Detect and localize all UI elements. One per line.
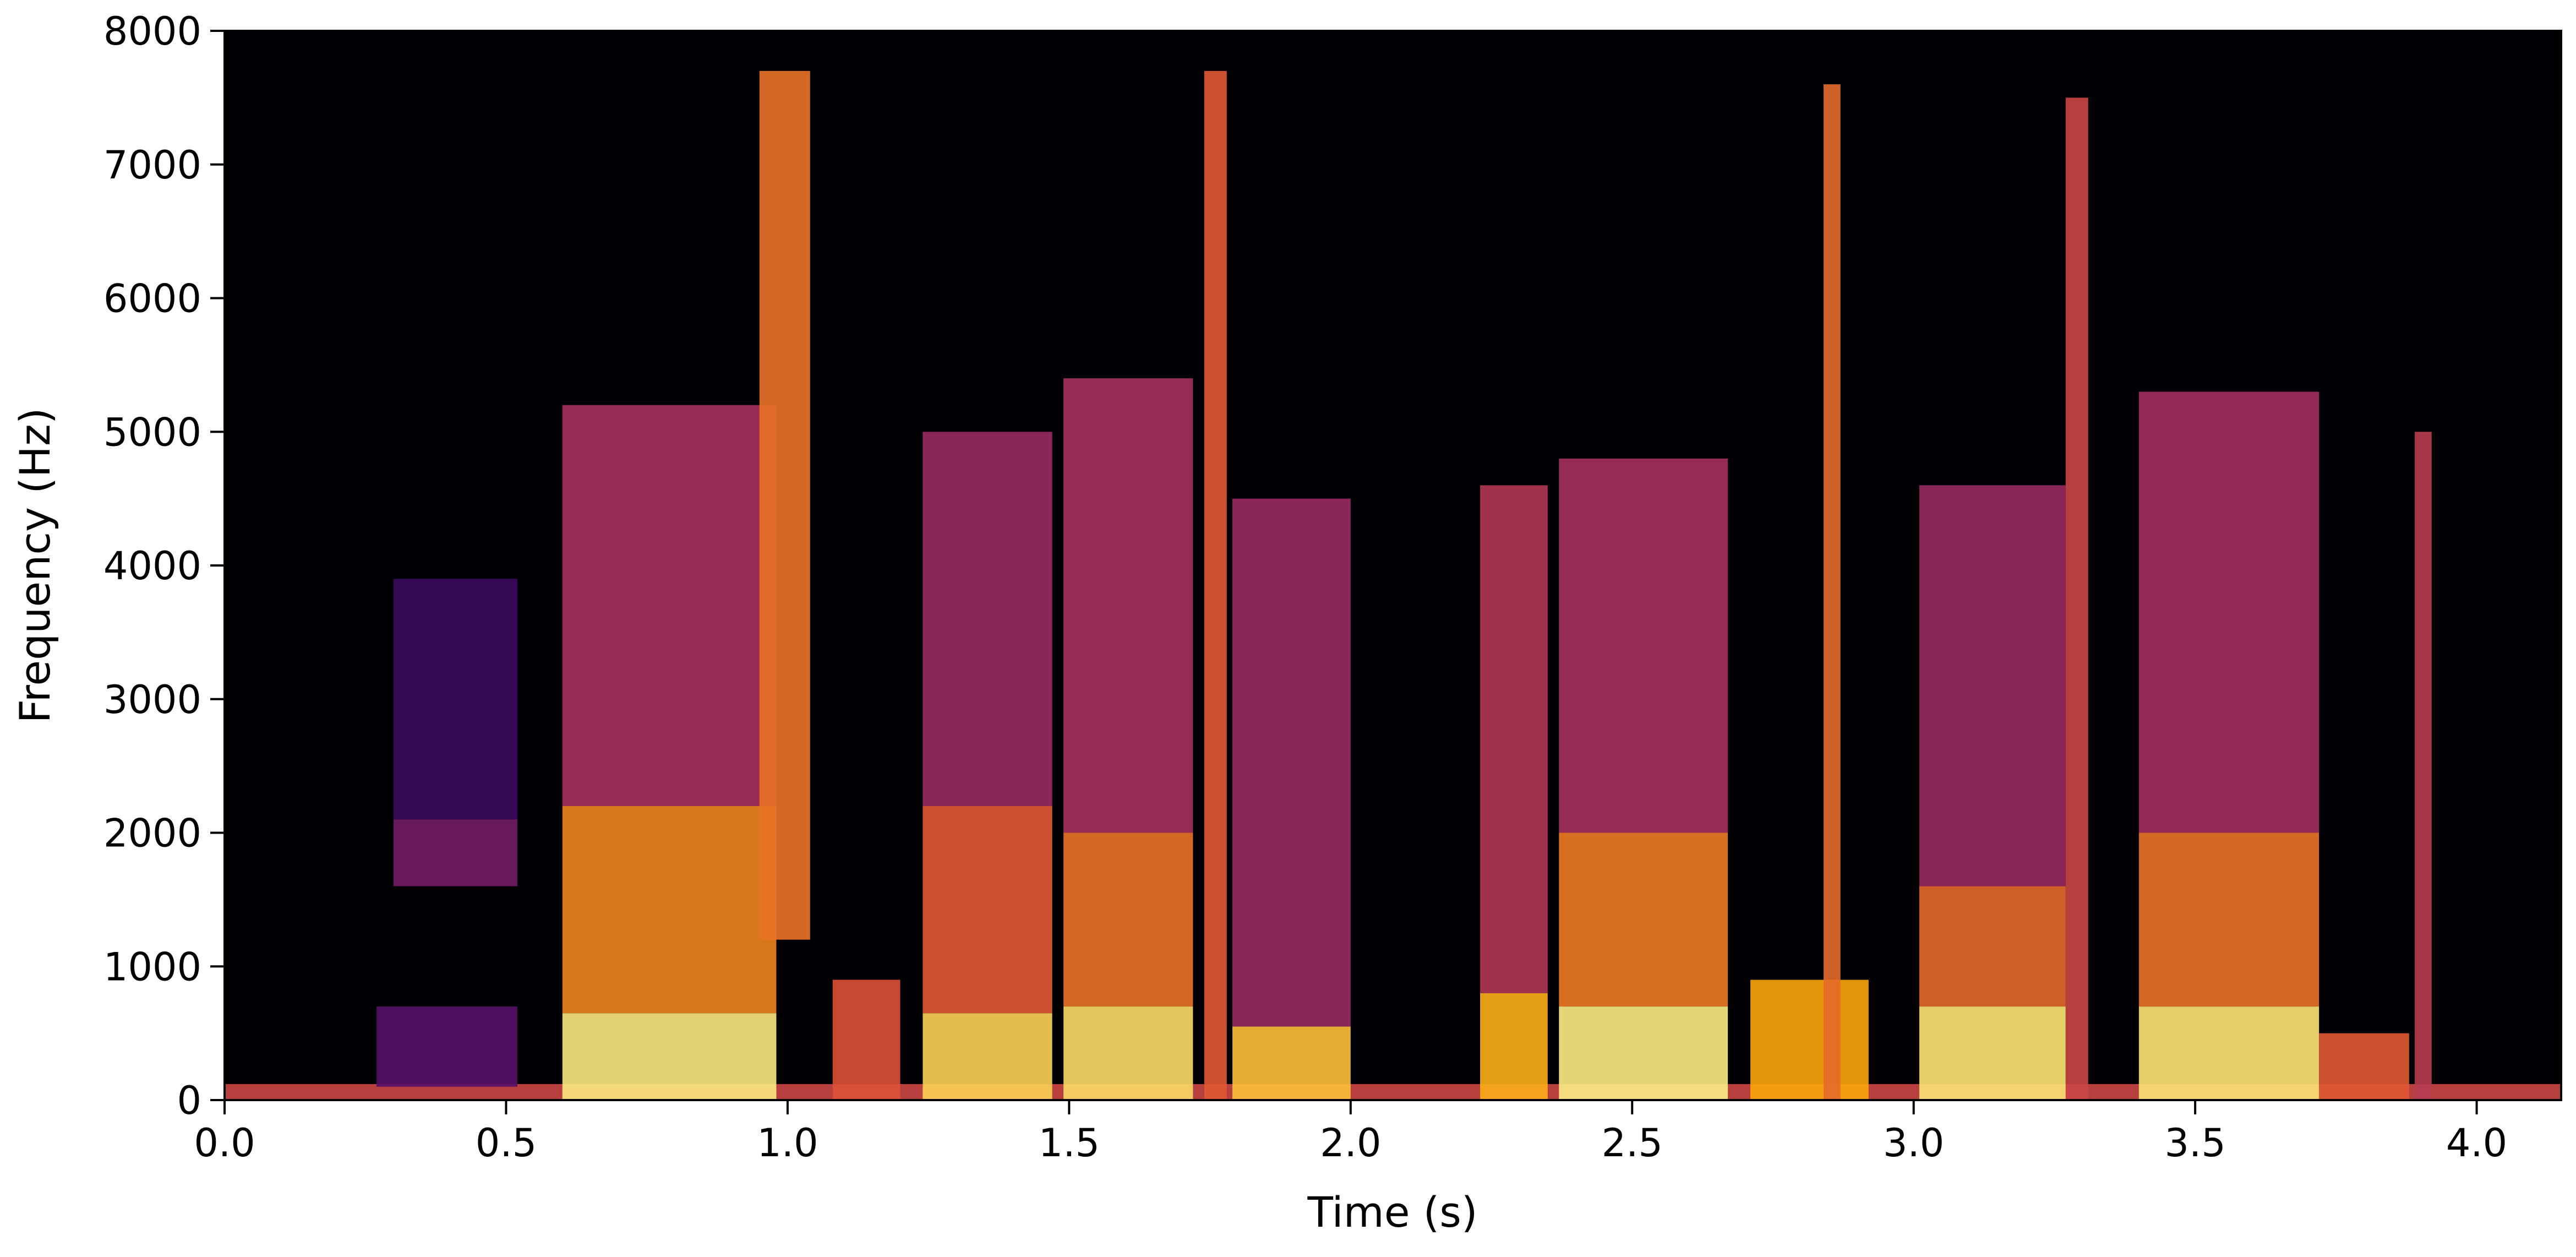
y-tick-label: 8000 <box>103 9 201 54</box>
energy-region-29 <box>2138 1006 2320 1100</box>
energy-region-9 <box>923 1013 1052 1100</box>
energy-region-14 <box>1063 378 1193 833</box>
energy-region-28 <box>2065 97 2088 1100</box>
x-axis: 0.0 0.5 1.0 1.5 2.0 2.5 3.0 3.5 4.0 <box>194 1100 2507 1166</box>
y-tick-label: 7000 <box>103 143 201 188</box>
energy-region-7 <box>759 70 810 940</box>
y-tick-label: 1000 <box>103 944 201 989</box>
energy-region-15 <box>1204 70 1227 1100</box>
energy-region-22 <box>1559 458 1728 833</box>
y-tick-label: 2000 <box>103 811 201 856</box>
energy-region-4 <box>562 1013 777 1100</box>
energy-region-31 <box>2138 391 2320 833</box>
x-tick-label: 4.0 <box>2446 1120 2507 1166</box>
x-tick-label: 0.5 <box>476 1120 537 1166</box>
y-axis: 0 1000 2000 3000 4000 5000 6000 7000 8000 <box>103 9 225 1123</box>
energy-region-1 <box>376 1006 517 1087</box>
energy-region-11 <box>923 432 1052 806</box>
energy-region-24 <box>1824 84 1841 1100</box>
energy-region-13 <box>1063 832 1193 1007</box>
energy-region-32 <box>2319 1033 2409 1100</box>
energy-region-21 <box>1559 832 1728 1007</box>
spectrogram-energy-layer <box>225 70 2561 1100</box>
x-tick-label: 1.5 <box>1039 1120 1100 1166</box>
energy-region-26 <box>1919 886 2066 1007</box>
energy-region-12 <box>1063 1006 1193 1100</box>
x-tick-label: 0.0 <box>194 1120 255 1166</box>
y-tick-label: 0 <box>177 1078 201 1123</box>
energy-region-18 <box>1480 993 1548 1100</box>
x-tick-label: 3.0 <box>1883 1120 1944 1166</box>
energy-region-25 <box>1919 1006 2066 1100</box>
x-tick-label: 3.5 <box>2164 1120 2225 1166</box>
plot-area <box>223 30 2562 1101</box>
y-tick-label: 6000 <box>103 276 201 322</box>
x-tick-label: 2.5 <box>1602 1120 1663 1166</box>
y-tick-label: 3000 <box>103 677 201 722</box>
x-tick-label: 1.0 <box>757 1120 818 1166</box>
energy-region-16 <box>1232 1026 1351 1100</box>
energy-region-5 <box>562 806 777 1014</box>
x-tick-label: 2.0 <box>1320 1120 1381 1166</box>
energy-region-27 <box>1919 485 2066 886</box>
energy-region-8 <box>832 980 900 1100</box>
y-axis-label: Frequency (Hz) <box>10 407 59 723</box>
y-tick-label: 5000 <box>103 410 201 455</box>
energy-region-6 <box>562 405 777 806</box>
energy-region-23 <box>1750 980 1869 1100</box>
energy-region-2 <box>393 819 517 886</box>
energy-region-17 <box>1232 498 1351 1027</box>
y-tick-label: 4000 <box>103 543 201 589</box>
x-axis-label: Time (s) <box>1307 1188 1477 1237</box>
energy-region-3 <box>393 579 517 820</box>
energy-region-30 <box>2138 832 2320 1007</box>
energy-region-19 <box>1480 485 1548 993</box>
energy-region-33 <box>2415 432 2432 1100</box>
energy-region-10 <box>923 806 1052 1014</box>
energy-region-20 <box>1559 1006 1728 1100</box>
